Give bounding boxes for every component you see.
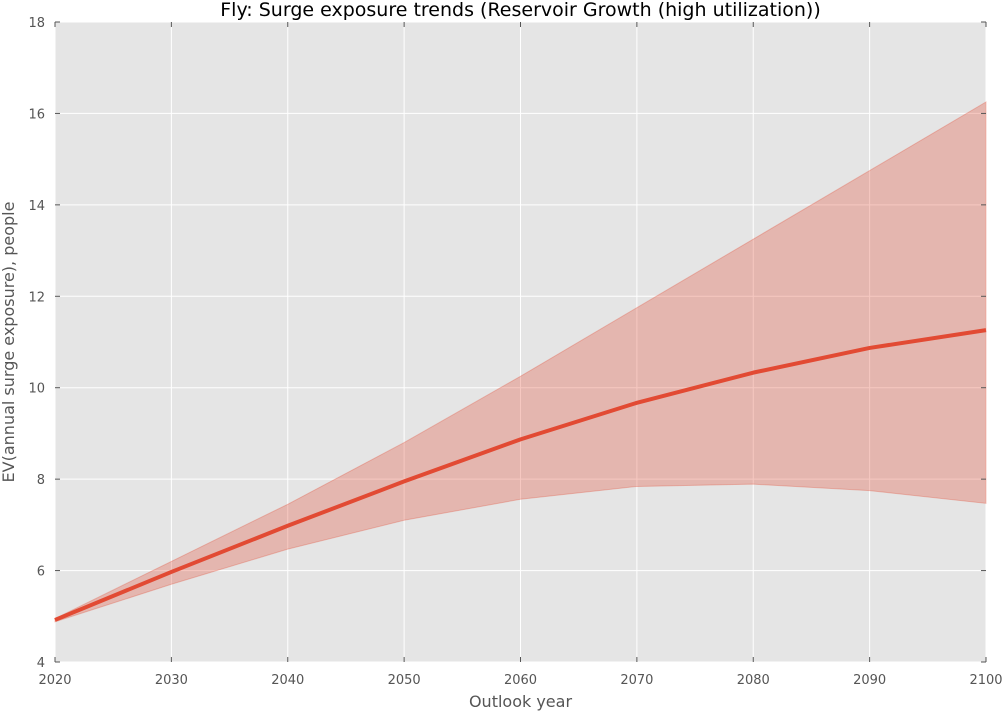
x-tick-label: 2060 <box>504 673 537 688</box>
x-tick-labels: 2020 2030 2040 2050 2060 2070 2080 2090 2100 <box>38 673 1002 688</box>
x-axis-label: Outlook year <box>469 692 573 711</box>
x-tick-label: 2050 <box>388 673 421 688</box>
y-tick-label: 12 <box>28 290 45 305</box>
y-tick-labels: 4 6 8 10 12 14 16 18 <box>28 16 45 671</box>
y-axis-label: EV(annual surge exposure), people <box>0 202 18 483</box>
y-tick-label: 4 <box>37 656 45 671</box>
x-tick-label: 2100 <box>969 673 1002 688</box>
chart-title: Fly: Surge exposure trends (Reservoir Gr… <box>220 0 821 21</box>
y-tick-label: 10 <box>28 382 45 397</box>
y-tick-label: 14 <box>28 199 45 214</box>
x-tick-label: 2040 <box>271 673 304 688</box>
axis-ticks <box>54 21 987 663</box>
y-tick-label: 16 <box>28 107 45 122</box>
y-tick-label: 18 <box>28 16 45 31</box>
series-line <box>54 328 987 622</box>
x-tick-label: 2070 <box>620 673 653 688</box>
y-tick-label: 8 <box>37 473 45 488</box>
x-tick-label: 2020 <box>38 673 71 688</box>
x-tick-label: 2090 <box>853 673 886 688</box>
series-lines <box>54 328 987 622</box>
x-tick-label: 2030 <box>155 673 188 688</box>
x-tick-label: 2080 <box>737 673 770 688</box>
y-tick-label: 6 <box>37 565 45 580</box>
